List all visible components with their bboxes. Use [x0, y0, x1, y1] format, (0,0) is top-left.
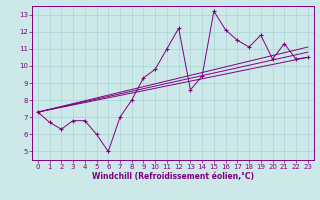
- X-axis label: Windchill (Refroidissement éolien,°C): Windchill (Refroidissement éolien,°C): [92, 172, 254, 181]
